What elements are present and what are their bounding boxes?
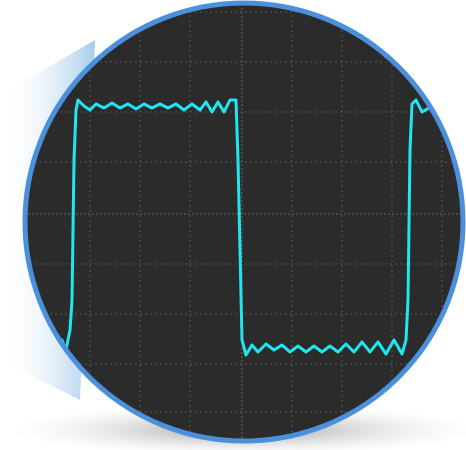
lens-background	[24, 2, 464, 442]
lens-rim	[22, 0, 466, 444]
square-wave-trace	[48, 98, 433, 357]
